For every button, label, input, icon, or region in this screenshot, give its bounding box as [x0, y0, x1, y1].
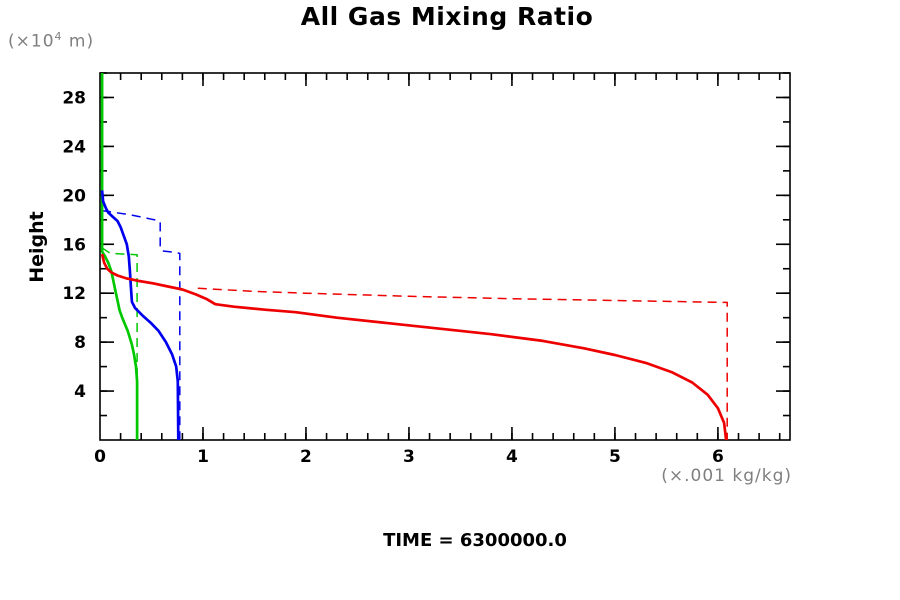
- time-annotation: TIME = 6300000.0: [383, 530, 567, 551]
- x-tick-label: 6: [712, 447, 724, 467]
- y-tick-label: 28: [62, 88, 86, 108]
- x-tick-label: 2: [300, 447, 312, 467]
- y-tick-label: 8: [74, 333, 86, 353]
- y-tick-label: 12: [62, 284, 86, 304]
- y-tick-label: 24: [62, 137, 86, 157]
- y-axis-unit-label: (×104 m): [8, 30, 94, 52]
- series-red-solid: [100, 253, 728, 441]
- series-green-solid: [100, 73, 139, 440]
- series-green-dashed: [101, 247, 138, 440]
- series-blue-solid: [100, 190, 180, 441]
- x-tick-label: 4: [506, 447, 518, 467]
- series-red-dashed: [197, 287, 728, 440]
- x-tick-label: 0: [94, 447, 106, 467]
- y-axis-unit-prefix: (×10: [8, 31, 55, 52]
- plot-frame: [99, 72, 791, 441]
- y-axis-unit-suffix: m): [62, 31, 95, 52]
- y-tick-label: 16: [62, 235, 86, 255]
- y-tick-label: 20: [62, 186, 86, 206]
- y-axis-unit-exponent: 4: [54, 30, 63, 43]
- x-tick-label: 3: [403, 447, 415, 467]
- x-axis-unit-label: (×.001 kg/kg): [661, 466, 792, 486]
- y-tick-label: 4: [74, 382, 86, 402]
- x-tick-label: 5: [609, 447, 621, 467]
- x-tick-label: 1: [197, 447, 209, 467]
- chart-title: All Gas Mixing Ratio: [300, 2, 594, 31]
